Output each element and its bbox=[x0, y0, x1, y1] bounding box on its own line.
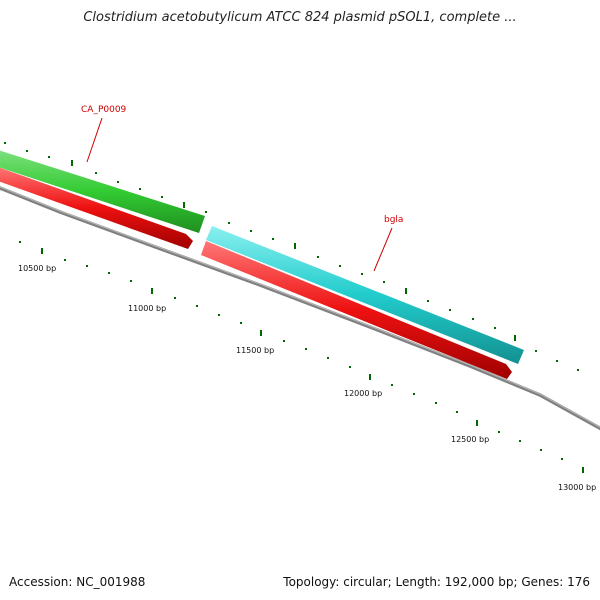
accession-label: Accession: NC_001988 bbox=[9, 575, 146, 589]
map-title: Clostridium acetobutylicum ATCC 824 plas… bbox=[83, 10, 517, 25]
cds-bgla[interactable] bbox=[201, 241, 512, 379]
lower-tick-row bbox=[19, 241, 584, 473]
plasmid-backbone bbox=[0, 186, 600, 431]
gene-label-bgla: bgla bbox=[384, 215, 403, 225]
label-pointer-ca-p0009 bbox=[86, 117, 103, 163]
gene-ca-p0009[interactable] bbox=[0, 149, 205, 233]
gene-bgla[interactable] bbox=[206, 226, 524, 364]
bp-label-12000: 12000 bp bbox=[344, 389, 382, 398]
bp-label-12500: 12500 bp bbox=[451, 435, 489, 444]
bp-label-13000: 13000 bp bbox=[558, 483, 596, 492]
gene-label-ca-p0009: CA_P0009 bbox=[81, 105, 127, 115]
bp-label-10500: 10500 bp bbox=[18, 264, 56, 273]
cds-ca-p0009[interactable] bbox=[0, 166, 193, 249]
plasmid-stats: Topology: circular; Length: 192,000 bp; … bbox=[283, 575, 590, 589]
label-pointer-bgla bbox=[373, 227, 393, 272]
bp-label-11500: 11500 bp bbox=[236, 346, 274, 355]
upper-tick-row bbox=[4, 142, 579, 371]
bp-label-11000: 11000 bp bbox=[128, 304, 166, 313]
